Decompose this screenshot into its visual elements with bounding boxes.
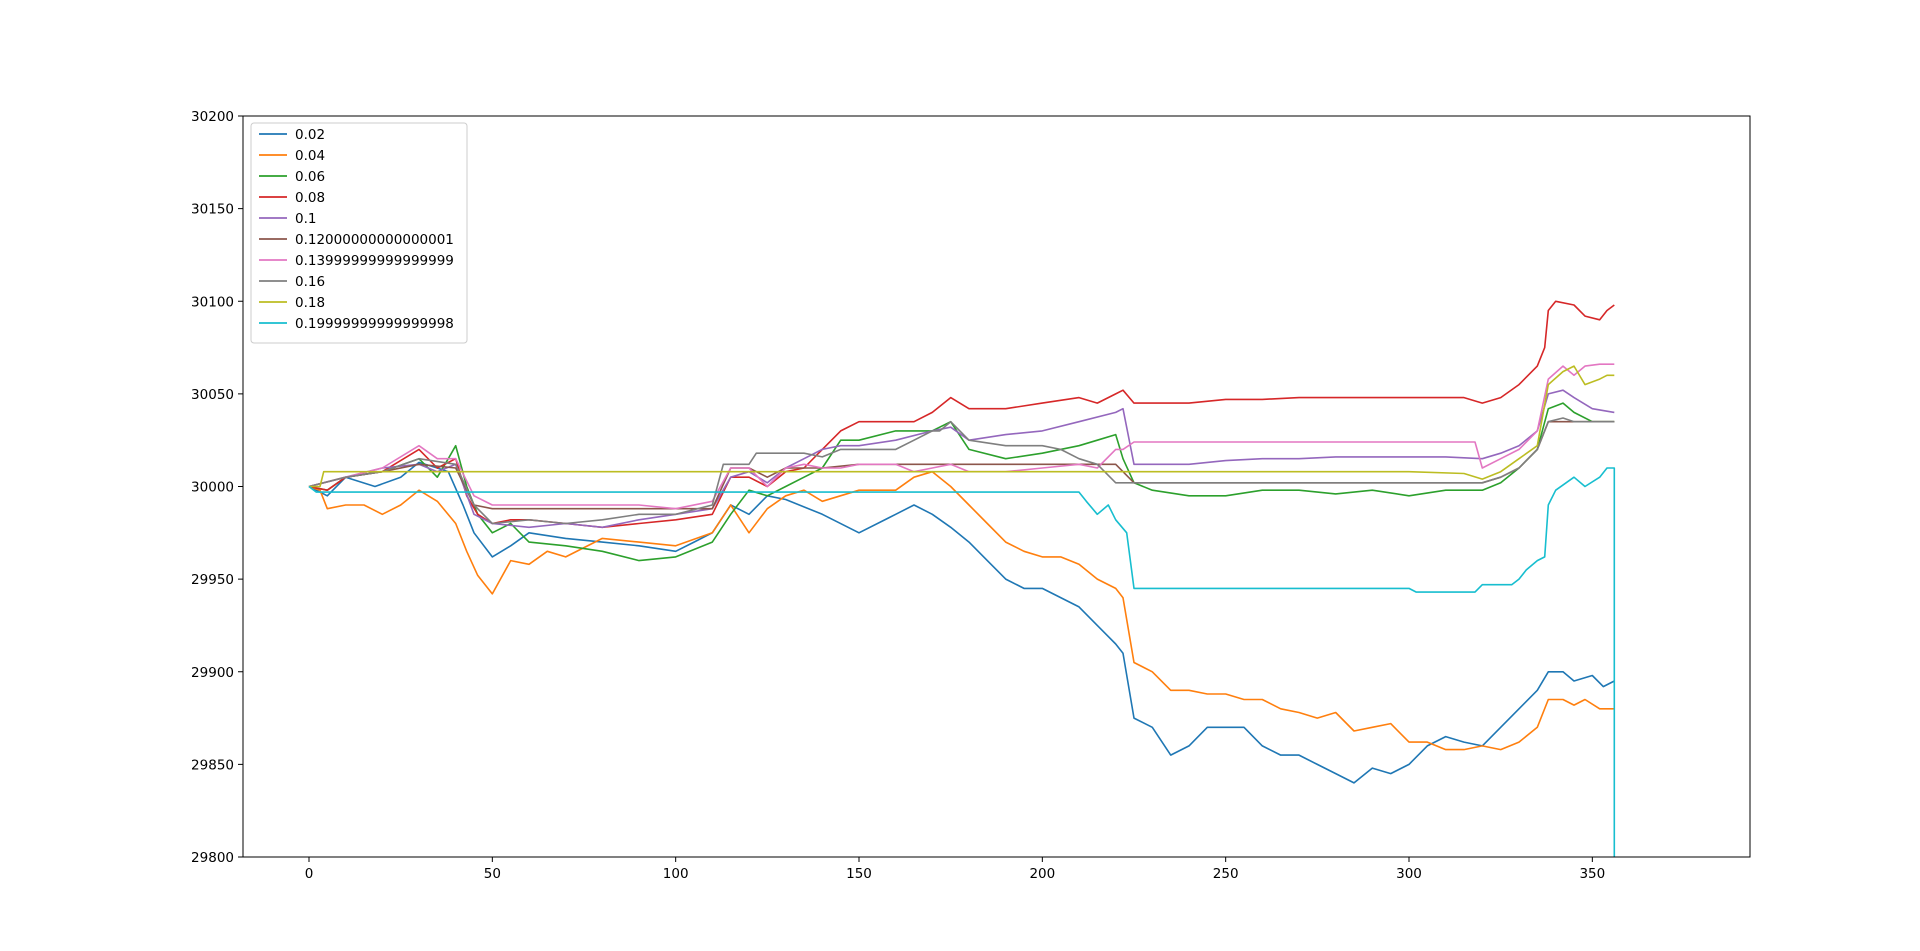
- y-tick-label-0: 29800: [191, 850, 234, 866]
- x-tick-label-6: 300: [1396, 866, 1422, 882]
- legend-entry-3: 0.08: [295, 190, 325, 206]
- y-tick-label-6: 30100: [191, 294, 234, 310]
- y-tick-label-4: 30000: [191, 480, 234, 496]
- x-tick-label-4: 200: [1029, 866, 1055, 882]
- y-tick-label-5: 30050: [191, 387, 234, 403]
- x-tick-label-2: 100: [663, 866, 689, 882]
- series-line-4: [308, 389, 1615, 529]
- y-tick-label-8: 30200: [191, 109, 234, 125]
- x-tick-label-5: 250: [1213, 866, 1239, 882]
- legend-entry-9: 0.19999999999999998: [295, 316, 454, 332]
- legend-entry-8: 0.18: [295, 295, 325, 311]
- legend-entry-2: 0.06: [295, 169, 325, 185]
- legend-box: [250, 122, 468, 344]
- legend-entry-6: 0.13999999999999999: [295, 253, 454, 269]
- series-line-8: [309, 365, 1615, 488]
- legend-entry-0: 0.02: [295, 127, 325, 143]
- legend-entry-4: 0.1: [295, 211, 316, 227]
- y-axis: 29800 29850 29900 29950 30000 30050 30100 30150…: [191, 109, 243, 866]
- y-tick-label-2: 29900: [191, 665, 234, 681]
- series-line-3: [308, 300, 1615, 529]
- legend-entry-1: 0.04: [295, 148, 325, 164]
- x-tick-label-7: 350: [1579, 866, 1605, 882]
- y-tick-label-3: 29950: [191, 572, 234, 588]
- y-tick-label-7: 30150: [191, 202, 234, 218]
- legend-entry-5: 0.12000000000000001: [295, 232, 454, 248]
- series-line-1: [308, 470, 1615, 751]
- x-axis: 0 50 100 150 200 250 300 350: [305, 857, 1605, 882]
- y-tick-label-1: 29850: [191, 757, 234, 773]
- legend-entry-7: 0.16: [295, 274, 325, 290]
- series-line-9: [308, 467, 1616, 857]
- legend: 0.02 0.04 0.06 0.08 0.1 0.12000000000000001 0.…: [250, 122, 468, 344]
- x-tick-label-3: 150: [846, 866, 872, 882]
- series-line-0: [308, 461, 1615, 784]
- series-layer: [308, 300, 1616, 857]
- x-tick-label-0: 0: [305, 866, 314, 882]
- series-line-6: [308, 363, 1615, 510]
- x-tick-label-1: 50: [484, 866, 501, 882]
- series-line-7: [308, 417, 1615, 525]
